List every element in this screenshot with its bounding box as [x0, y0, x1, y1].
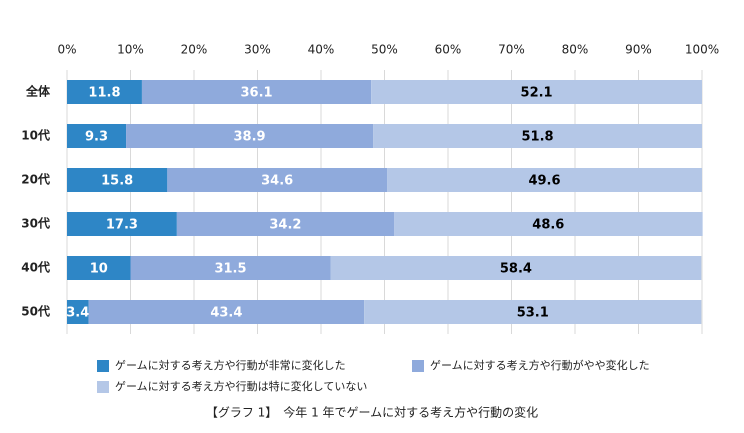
value-label: 38.9	[234, 130, 266, 145]
x-tick-label: 60%	[435, 43, 462, 57]
y-tick-label: 20代	[21, 172, 50, 187]
value-label: 48.6	[532, 218, 564, 233]
bar-segment	[88, 300, 365, 324]
value-label: 58.4	[500, 262, 532, 277]
legend-swatch	[97, 381, 109, 393]
y-tick-label: 50代	[21, 304, 50, 319]
bar-segment	[141, 80, 372, 104]
legend-label: ゲームに対する考え方や行動が非常に変化した	[115, 358, 346, 372]
bar-segment	[373, 124, 702, 148]
bar-segment	[67, 300, 89, 324]
x-tick-label: 0%	[57, 43, 76, 57]
value-label: 9.3	[85, 130, 108, 145]
bar-segment	[67, 256, 131, 280]
bar-segment	[67, 168, 168, 192]
legend-label: ゲームに対する考え方や行動がやや変化した	[430, 358, 650, 372]
bar-segment	[67, 212, 177, 236]
value-label: 11.8	[88, 86, 120, 101]
y-tick-label: 40代	[21, 260, 50, 275]
chart-title: 【グラフ 1】 今年 1 年でゲームに対する考え方や行動の変化	[206, 405, 538, 420]
value-label: 51.8	[521, 130, 553, 145]
value-label: 53.1	[517, 306, 549, 321]
x-tick-label: 50%	[371, 43, 398, 57]
value-label: 31.5	[214, 262, 246, 277]
y-tick-label: 30代	[21, 216, 50, 231]
bar-segment	[126, 124, 374, 148]
x-tick-label: 100%	[685, 43, 719, 57]
x-tick-label: 90%	[625, 43, 652, 57]
bar-segment	[67, 80, 142, 104]
x-tick-label: 70%	[498, 43, 525, 57]
y-tick-label: 全体	[25, 84, 51, 99]
x-tick-label: 40%	[308, 43, 335, 57]
value-label: 36.1	[241, 86, 273, 101]
legend-swatch	[97, 360, 109, 372]
value-label: 43.4	[210, 306, 242, 321]
bar-segment	[371, 80, 702, 104]
x-tick-label: 30%	[244, 43, 271, 57]
bar-segment	[387, 168, 702, 192]
bar-segment	[394, 212, 703, 236]
value-label: 3.4	[66, 306, 89, 321]
bar-segment	[167, 168, 388, 192]
legend-swatch	[412, 360, 424, 372]
bar-segment	[330, 256, 702, 280]
value-label: 49.6	[528, 174, 560, 189]
value-label: 52.1	[521, 86, 553, 101]
y-tick-label: 10代	[21, 128, 50, 143]
value-label: 34.6	[261, 174, 293, 189]
x-tick-label: 20%	[181, 43, 208, 57]
legend-label: ゲームに対する考え方や行動は特に変化していない	[115, 379, 367, 393]
x-tick-label: 10%	[117, 43, 144, 57]
value-label: 15.8	[101, 174, 133, 189]
value-label: 34.2	[269, 218, 301, 233]
bar-segment	[176, 212, 395, 236]
value-label: 17.3	[106, 218, 138, 233]
bar-segment	[130, 256, 331, 280]
bar-segment	[364, 300, 702, 324]
bar-segment	[67, 124, 127, 148]
value-label: 10	[90, 262, 108, 277]
x-tick-label: 80%	[562, 43, 589, 57]
